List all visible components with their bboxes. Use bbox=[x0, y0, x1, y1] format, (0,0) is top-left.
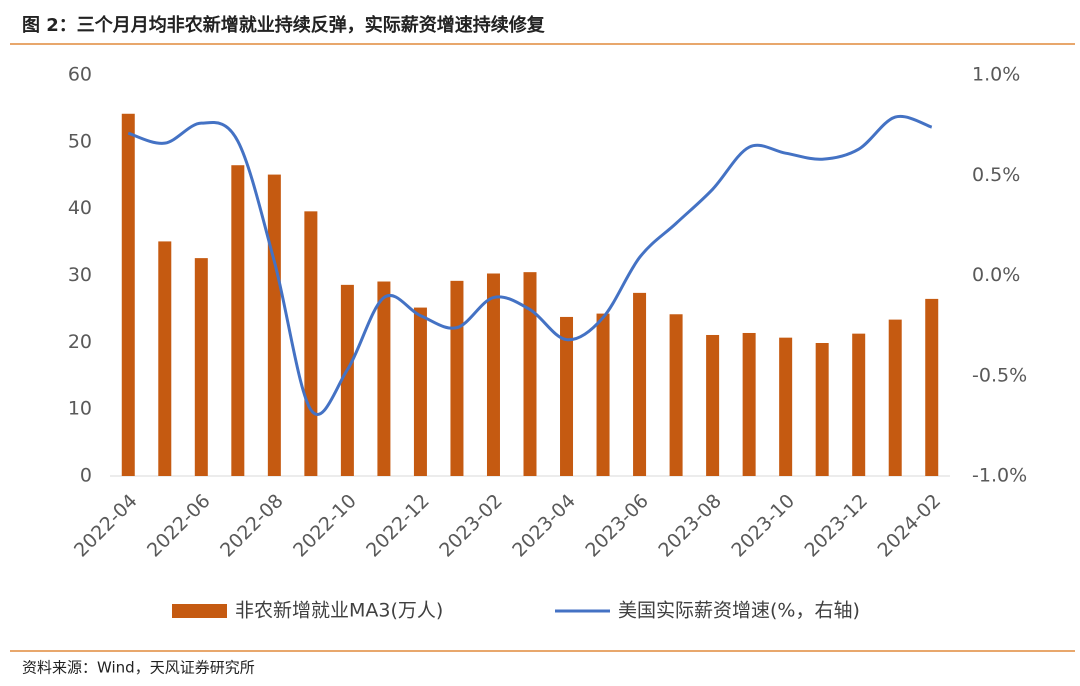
x-tick-label: 2023-06 bbox=[581, 490, 653, 562]
y-tick-label: 40 bbox=[68, 197, 92, 219]
y-tick-label: 10 bbox=[68, 398, 92, 420]
bar bbox=[377, 281, 391, 476]
bar bbox=[267, 174, 281, 476]
bar bbox=[121, 113, 135, 476]
x-tick-label: 2023-12 bbox=[800, 490, 872, 562]
x-tick-label: 2022-10 bbox=[289, 490, 361, 562]
bar bbox=[194, 258, 208, 476]
legend-swatch bbox=[172, 604, 227, 618]
bar bbox=[633, 292, 647, 476]
bar bbox=[304, 211, 318, 476]
x-tick-label: 2023-04 bbox=[508, 490, 580, 562]
bar bbox=[779, 337, 793, 476]
y2-tick-label: -0.5% bbox=[972, 364, 1027, 386]
bar bbox=[560, 316, 574, 476]
bar bbox=[486, 273, 500, 476]
x-tick-label: 2023-10 bbox=[727, 490, 799, 562]
bar bbox=[231, 165, 245, 476]
bar bbox=[450, 280, 464, 476]
x-tick-label: 2024-02 bbox=[873, 490, 945, 562]
bar bbox=[413, 307, 427, 476]
x-tick-label: 2023-02 bbox=[435, 490, 507, 562]
bar bbox=[523, 272, 537, 476]
y-tick-label: 30 bbox=[68, 264, 92, 286]
source: 资料来源：Wind，天风证券研究所 bbox=[22, 659, 255, 677]
bar bbox=[669, 314, 683, 476]
bar bbox=[596, 313, 610, 476]
bar bbox=[925, 298, 939, 476]
x-tick-label: 2022-08 bbox=[216, 490, 288, 562]
bar bbox=[340, 284, 354, 476]
legend-label: 美国实际薪资增速(%，右轴) bbox=[618, 600, 860, 622]
y2-tick-label: 0.0% bbox=[972, 264, 1020, 286]
y2-tick-label: 1.0% bbox=[972, 64, 1020, 86]
x-tick-label: 2022-04 bbox=[70, 490, 142, 562]
x-tick-label: 2023-08 bbox=[654, 490, 726, 562]
bar bbox=[742, 332, 756, 476]
x-tick-label: 2022-06 bbox=[143, 490, 215, 562]
y-tick-label: 20 bbox=[68, 331, 92, 353]
line bbox=[127, 114, 933, 416]
bar bbox=[706, 334, 720, 476]
y-tick-label: 50 bbox=[68, 130, 92, 152]
x-tick-label: 2022-12 bbox=[362, 490, 434, 562]
bar bbox=[852, 333, 866, 476]
bar bbox=[815, 343, 829, 476]
bar bbox=[158, 241, 172, 476]
y2-tick-label: 0.5% bbox=[972, 164, 1020, 186]
bar bbox=[888, 319, 902, 476]
legend-label: 非农新增就业MA3(万人) bbox=[235, 600, 443, 622]
y-tick-label: 0 bbox=[80, 465, 92, 487]
chart-title: 图 2：三个月月均非农新增就业持续反弹，实际薪资增速持续修复 bbox=[22, 14, 546, 36]
y-tick-label: 60 bbox=[68, 64, 92, 86]
y2-tick-label: -1.0% bbox=[972, 465, 1027, 487]
